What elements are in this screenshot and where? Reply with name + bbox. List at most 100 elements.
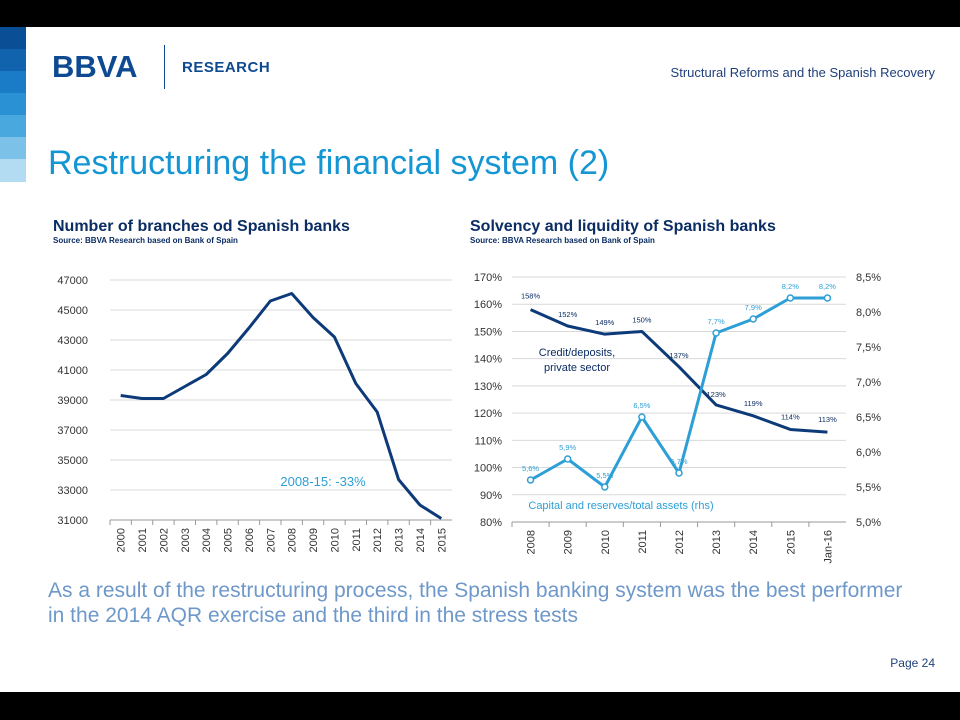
credit-deposits-series-label: private sector xyxy=(544,362,610,374)
chart1-annotation: 2008-15: -33% xyxy=(280,474,366,489)
x-tick-label: Jan-16 xyxy=(822,530,834,564)
x-tick-label: 2008 xyxy=(287,528,299,552)
y-tick-label: 47000 xyxy=(57,275,88,287)
capital-reserves-point xyxy=(601,483,609,491)
y-left-tick-label: 110% xyxy=(475,435,503,447)
y-left-tick-label: 80% xyxy=(480,517,502,529)
y-left-tick-label: 150% xyxy=(474,326,502,338)
chart1-title: Number of branches od Spanish banks xyxy=(53,218,350,235)
capital-reserves-data-label: 7,7% xyxy=(708,317,725,326)
y-right-tick-label: 8,0% xyxy=(856,307,881,319)
x-tick-label: 2004 xyxy=(201,528,213,552)
capital-reserves-point xyxy=(823,294,832,302)
y-left-tick-label: 140% xyxy=(474,354,502,366)
logo-divider xyxy=(164,45,165,89)
y-left-tick-label: 120% xyxy=(474,408,502,420)
y-tick-label: 31000 xyxy=(57,515,88,527)
y-left-tick-label: 90% xyxy=(480,490,502,502)
x-tick-label: 2009 xyxy=(563,530,575,554)
x-tick-label: 2014 xyxy=(415,528,427,552)
capital-reserves-point xyxy=(749,315,757,323)
y-tick-label: 37000 xyxy=(57,425,88,437)
capital-reserves-point xyxy=(712,329,720,337)
slide-title: Restructuring the financial system (2) xyxy=(48,144,610,182)
bbva-logo: BBVA xyxy=(52,49,138,84)
credit-deposits-data-label: 119% xyxy=(744,399,763,408)
y-right-tick-label: 6,0% xyxy=(856,447,881,459)
credit-deposits-data-label: 137% xyxy=(669,351,689,360)
y-tick-label: 45000 xyxy=(57,305,88,317)
x-tick-label: 2010 xyxy=(329,528,341,552)
credit-deposits-line xyxy=(529,308,828,434)
x-tick-label: 2003 xyxy=(180,528,192,552)
x-tick-label: 2008 xyxy=(526,530,538,554)
x-tick-label: 2011 xyxy=(637,530,649,554)
capital-reserves-point xyxy=(638,413,646,421)
side-stripe xyxy=(0,49,26,72)
capital-reserves-point xyxy=(675,469,683,477)
side-stripe xyxy=(0,159,26,182)
capital-reserves-data-label: 5,6% xyxy=(522,464,539,473)
capital-reserves-data-label: 7,9% xyxy=(745,303,762,312)
capital-reserves-point xyxy=(526,476,535,484)
chart1-source: Source: BBVA Research based on Bank of S… xyxy=(53,236,238,245)
y-right-tick-label: 7,0% xyxy=(856,377,881,389)
credit-deposits-data-label: 123% xyxy=(707,390,727,399)
y-tick-label: 43000 xyxy=(57,335,88,347)
capital-reserves-point xyxy=(786,294,795,302)
side-stripe xyxy=(0,93,26,116)
x-tick-label: 2002 xyxy=(158,528,170,552)
x-tick-label: 2005 xyxy=(223,528,235,552)
side-stripe xyxy=(0,115,26,138)
chart2-source: Source: BBVA Research based on Bank of S… xyxy=(470,236,655,245)
capital-reserves-data-label: 5,5% xyxy=(596,471,613,480)
y-tick-label: 33000 xyxy=(57,485,88,497)
x-tick-label: 2010 xyxy=(600,530,612,554)
slide: BBVA RESEARCH Structural Reforms and the… xyxy=(0,27,960,692)
y-left-tick-label: 160% xyxy=(474,299,502,311)
y-right-tick-label: 7,5% xyxy=(856,342,881,354)
x-tick-label: 2015 xyxy=(785,530,797,554)
y-right-tick-label: 5,0% xyxy=(856,517,881,529)
side-stripe xyxy=(0,71,26,94)
y-right-tick-label: 5,5% xyxy=(856,482,881,494)
credit-deposits-data-label: 114% xyxy=(781,412,800,421)
chart2-title: Solvency and liquidity of Spanish banks xyxy=(470,218,776,235)
y-tick-label: 35000 xyxy=(57,455,88,467)
capital-reserves-data-label: 5,7% xyxy=(670,457,687,466)
page-number: Page 24 xyxy=(890,656,935,670)
capital-reserves-point xyxy=(563,455,572,463)
x-tick-label: 2000 xyxy=(116,528,128,552)
capital-reserves-data-label: 5,9% xyxy=(559,443,576,452)
branches-line xyxy=(120,292,443,520)
y-tick-label: 41000 xyxy=(57,365,88,377)
capital-reserves-data-label: 8,2% xyxy=(782,282,799,291)
presentation-subtitle: Structural Reforms and the Spanish Recov… xyxy=(670,65,935,80)
x-tick-label: 2007 xyxy=(265,528,277,552)
x-tick-label: 2013 xyxy=(394,528,406,552)
x-tick-label: 2015 xyxy=(436,528,448,552)
capital-reserves-data-label: 6,5% xyxy=(633,401,650,410)
side-stripe xyxy=(0,27,26,50)
x-tick-label: 2013 xyxy=(711,530,723,554)
body-text: As a result of the restructuring process… xyxy=(48,579,903,627)
y-tick-label: 39000 xyxy=(57,395,88,407)
x-tick-label: 2006 xyxy=(244,528,256,552)
y-right-tick-label: 8,5% xyxy=(856,272,881,284)
credit-deposits-data-label: 149% xyxy=(595,318,615,327)
y-left-tick-label: 170% xyxy=(474,272,502,284)
x-tick-label: 2011 xyxy=(351,528,363,552)
credit-deposits-data-label: 152% xyxy=(558,310,578,319)
research-label: RESEARCH xyxy=(182,59,271,76)
x-tick-label: 2012 xyxy=(372,528,384,552)
x-tick-label: 2001 xyxy=(137,528,149,552)
capital-reserves-data-label: 8,2% xyxy=(819,282,836,291)
x-tick-label: 2014 xyxy=(748,530,760,554)
branches-chart: 31000 33000 35000 37000 39000 41000 43000 45000… xyxy=(57,272,881,564)
credit-deposits-series-label: Credit/deposits, xyxy=(539,347,615,359)
credit-deposits-data-label: 150% xyxy=(632,315,652,324)
y-left-tick-label: 130% xyxy=(474,381,502,393)
y-right-tick-label: 6,5% xyxy=(856,412,881,424)
x-tick-label: 2009 xyxy=(308,528,320,552)
credit-deposits-data-label: 158% xyxy=(521,292,541,301)
